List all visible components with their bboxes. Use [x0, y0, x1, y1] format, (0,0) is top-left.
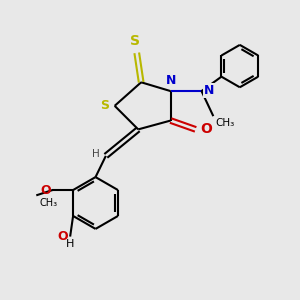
- Text: O: O: [200, 122, 212, 136]
- Text: S: S: [100, 99, 109, 112]
- Text: O: O: [41, 184, 51, 196]
- Text: H: H: [92, 149, 99, 159]
- Text: S: S: [130, 34, 140, 48]
- Text: CH₃: CH₃: [216, 118, 235, 128]
- Text: O: O: [57, 230, 68, 243]
- Text: N: N: [166, 74, 176, 87]
- Text: N: N: [204, 84, 214, 97]
- Text: CH₃: CH₃: [39, 198, 57, 208]
- Text: H: H: [66, 239, 74, 249]
